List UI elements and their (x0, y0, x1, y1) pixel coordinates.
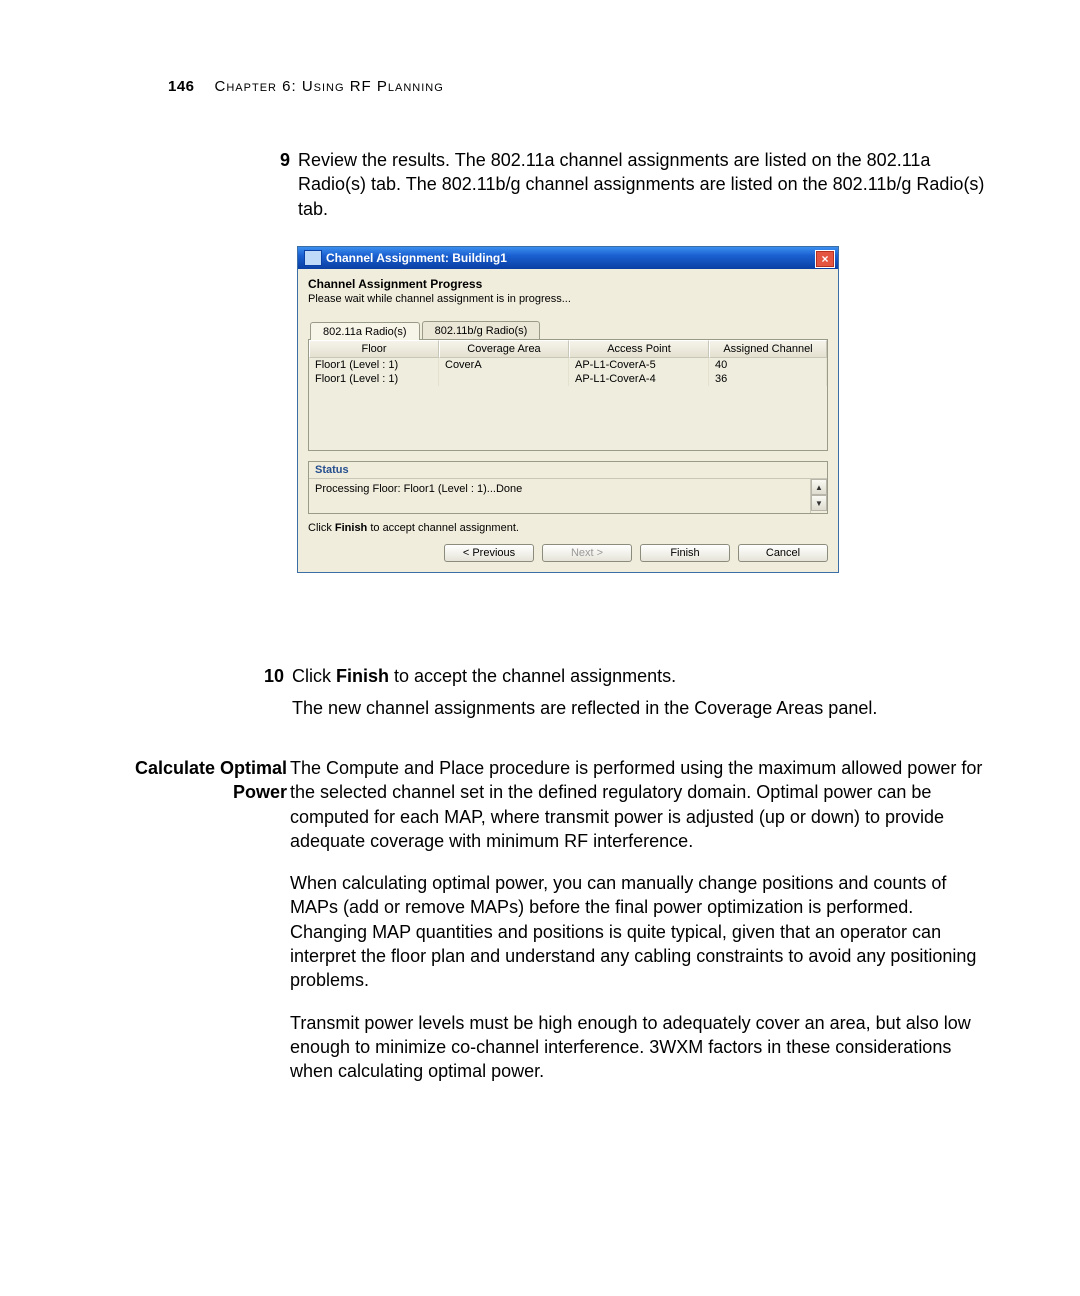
paragraph: The Compute and Place procedure is perfo… (290, 756, 990, 853)
paragraph: Transmit power levels must be high enoug… (290, 1011, 990, 1084)
dialog-title: Channel Assignment: Building1 (326, 251, 507, 265)
page-number: 146 (168, 78, 195, 95)
cell-ap: AP-L1-CoverA-4 (569, 372, 709, 386)
step-text: Click Finish to accept the channel assig… (292, 664, 990, 688)
next-button: Next > (542, 544, 632, 562)
status-panel: Status Processing Floor: Floor1 (Level :… (308, 461, 828, 514)
assignment-grid: Floor Coverage Area Access Point Assigne… (308, 339, 828, 451)
cancel-button[interactable]: Cancel (738, 544, 828, 562)
app-icon (304, 250, 322, 266)
status-scrollbar[interactable]: ▲ ▼ (811, 479, 827, 511)
status-text: Processing Floor: Floor1 (Level : 1)...D… (309, 479, 811, 513)
dialog-hint: Click Finish to accept channel assignmen… (308, 522, 828, 534)
finish-button[interactable]: Finish (640, 544, 730, 562)
step-10: 10 Click Finish to accept the channel as… (256, 664, 990, 721)
section-heading: Calculate Optimal Power (107, 756, 287, 805)
step-number: 9 (262, 148, 298, 221)
running-header: 146 Chapter 6: Using RF Planning (168, 78, 444, 95)
table-row[interactable]: Floor1 (Level : 1) CoverA AP-L1-CoverA-5… (309, 358, 827, 372)
cell-area: CoverA (439, 358, 569, 372)
table-row[interactable]: Floor1 (Level : 1) AP-L1-CoverA-4 36 (309, 372, 827, 386)
step-number: 10 (256, 664, 292, 688)
tab-80211a[interactable]: 802.11a Radio(s) (310, 322, 420, 340)
close-icon[interactable]: × (815, 250, 835, 268)
paragraph: When calculating optimal power, you can … (290, 871, 990, 992)
previous-button[interactable]: < Previous (444, 544, 534, 562)
dialog-buttons: < Previous Next > Finish Cancel (308, 538, 828, 562)
channel-assignment-dialog: Channel Assignment: Building1 × Channel … (297, 246, 839, 573)
radio-tabs: 802.11a Radio(s) 802.11b/g Radio(s) (310, 321, 828, 339)
step-9: 9 Review the results. The 802.11a channe… (262, 148, 990, 221)
scroll-up-icon[interactable]: ▲ (811, 479, 827, 495)
col-ap[interactable]: Access Point (569, 340, 709, 358)
col-area[interactable]: Coverage Area (439, 340, 569, 358)
cell-chan: 36 (709, 372, 827, 386)
scroll-down-icon[interactable]: ▼ (811, 495, 827, 511)
dialog-subhead: Please wait while channel assignment is … (308, 293, 828, 305)
section-body: The Compute and Place procedure is perfo… (290, 756, 990, 1084)
step-text: Review the results. The 802.11a channel … (298, 148, 990, 221)
col-chan[interactable]: Assigned Channel (709, 340, 827, 358)
dialog-titlebar: Channel Assignment: Building1 × (298, 247, 838, 269)
cell-ap: AP-L1-CoverA-5 (569, 358, 709, 372)
cell-chan: 40 (709, 358, 827, 372)
status-title: Status (309, 462, 827, 479)
chapter-label: Chapter 6: Using RF Planning (215, 78, 444, 95)
tab-80211bg[interactable]: 802.11b/g Radio(s) (422, 321, 541, 339)
dialog-heading: Channel Assignment Progress (308, 277, 828, 291)
step-followup: The new channel assignments are reflecte… (292, 696, 990, 720)
cell-floor: Floor1 (Level : 1) (309, 372, 439, 386)
grid-header: Floor Coverage Area Access Point Assigne… (309, 340, 827, 358)
cell-floor: Floor1 (Level : 1) (309, 358, 439, 372)
cell-area (439, 372, 569, 386)
col-floor[interactable]: Floor (309, 340, 439, 358)
